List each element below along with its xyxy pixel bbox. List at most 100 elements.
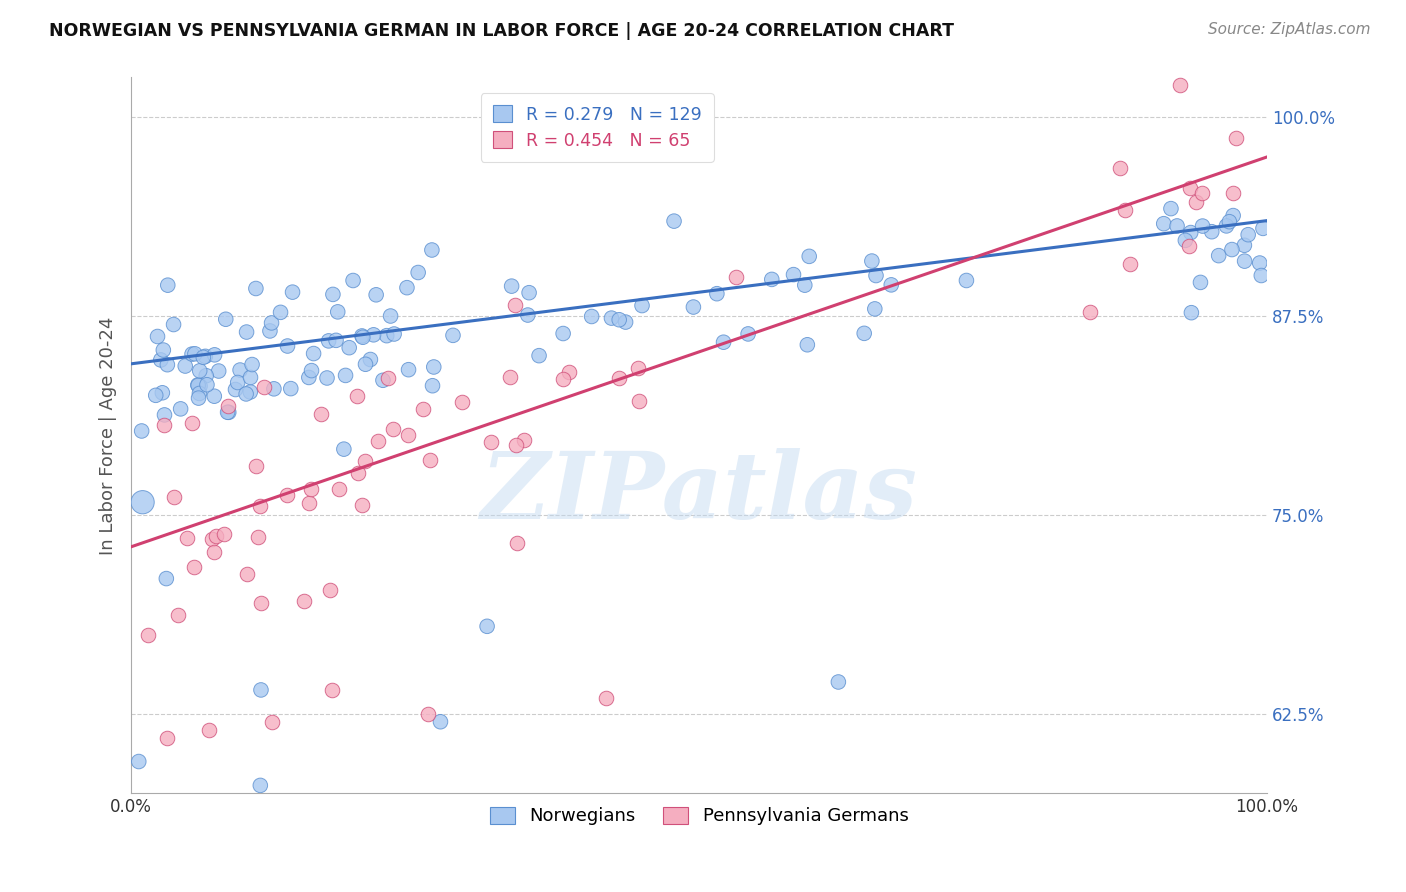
Point <box>215 312 238 326</box>
Point <box>406 266 429 280</box>
Point <box>662 214 685 228</box>
Point <box>152 343 174 357</box>
Point <box>503 298 526 312</box>
Point <box>614 315 637 329</box>
Point <box>1180 226 1202 240</box>
Point <box>631 299 654 313</box>
Point <box>412 402 434 417</box>
Point <box>318 334 340 348</box>
Point <box>195 377 218 392</box>
Point <box>513 433 536 447</box>
Legend: Norwegians, Pennsylvania Germans: Norwegians, Pennsylvania Germans <box>481 797 918 834</box>
Point <box>475 619 498 633</box>
Point <box>162 490 184 504</box>
Text: NORWEGIAN VS PENNSYLVANIA GERMAN IN LABOR FORCE | AGE 20-24 CORRELATION CHART: NORWEGIAN VS PENNSYLVANIA GERMAN IN LABO… <box>49 22 955 40</box>
Text: Source: ZipAtlas.com: Source: ZipAtlas.com <box>1208 22 1371 37</box>
Point <box>156 731 179 745</box>
Point <box>865 268 887 283</box>
Point <box>188 364 211 378</box>
Point <box>145 388 167 402</box>
Point <box>1178 238 1201 252</box>
Point <box>217 400 239 414</box>
Point <box>208 364 231 378</box>
Point <box>367 434 389 449</box>
Point <box>187 378 209 392</box>
Point <box>1237 227 1260 242</box>
Point <box>380 309 402 323</box>
Point <box>156 278 179 293</box>
Point <box>1249 256 1271 270</box>
Point <box>782 268 804 282</box>
Point <box>236 567 259 582</box>
Point <box>153 418 176 433</box>
Point <box>347 466 370 480</box>
Point <box>176 531 198 545</box>
Point <box>761 272 783 286</box>
Point <box>239 384 262 399</box>
Point <box>395 280 418 294</box>
Point <box>553 326 575 341</box>
Point <box>1185 195 1208 210</box>
Y-axis label: In Labor Force | Age 20-24: In Labor Force | Age 20-24 <box>100 316 117 555</box>
Point <box>1168 78 1191 93</box>
Point <box>1233 238 1256 252</box>
Point <box>174 359 197 373</box>
Point <box>1119 257 1142 271</box>
Point <box>1208 249 1230 263</box>
Point <box>260 316 283 330</box>
Point <box>505 438 527 452</box>
Point <box>201 533 224 547</box>
Point <box>793 278 815 293</box>
Point <box>423 359 446 374</box>
Point <box>150 385 173 400</box>
Point <box>333 442 356 457</box>
Point <box>184 347 207 361</box>
Point <box>202 545 225 559</box>
Point <box>245 281 267 295</box>
Point <box>955 273 977 287</box>
Point <box>136 628 159 642</box>
Point <box>235 325 257 339</box>
Point <box>350 499 373 513</box>
Point <box>194 349 217 363</box>
Point <box>235 387 257 401</box>
Point <box>479 435 502 450</box>
Point <box>280 382 302 396</box>
Point <box>796 338 818 352</box>
Point <box>382 422 405 436</box>
Point <box>581 310 603 324</box>
Point <box>162 318 184 332</box>
Point <box>1251 221 1274 235</box>
Point <box>153 408 176 422</box>
Point <box>499 370 522 384</box>
Point <box>292 593 315 607</box>
Point <box>1201 225 1223 239</box>
Point <box>1180 181 1202 195</box>
Point <box>607 312 630 326</box>
Point <box>299 482 322 496</box>
Point <box>1080 304 1102 318</box>
Point <box>156 358 179 372</box>
Point <box>169 401 191 416</box>
Point <box>316 371 339 385</box>
Point <box>214 526 236 541</box>
Point <box>187 378 209 392</box>
Point <box>863 301 886 316</box>
Point <box>326 305 349 319</box>
Point <box>501 279 523 293</box>
Point <box>146 329 169 343</box>
Point <box>450 394 472 409</box>
Point <box>193 351 215 365</box>
Point <box>1153 217 1175 231</box>
Point <box>352 330 374 344</box>
Point <box>263 382 285 396</box>
Point <box>1225 131 1247 145</box>
Point <box>359 352 381 367</box>
Point <box>342 273 364 287</box>
Point <box>396 428 419 442</box>
Point <box>198 723 221 737</box>
Point <box>377 371 399 385</box>
Point <box>1180 306 1202 320</box>
Point <box>188 386 211 401</box>
Point <box>298 496 321 510</box>
